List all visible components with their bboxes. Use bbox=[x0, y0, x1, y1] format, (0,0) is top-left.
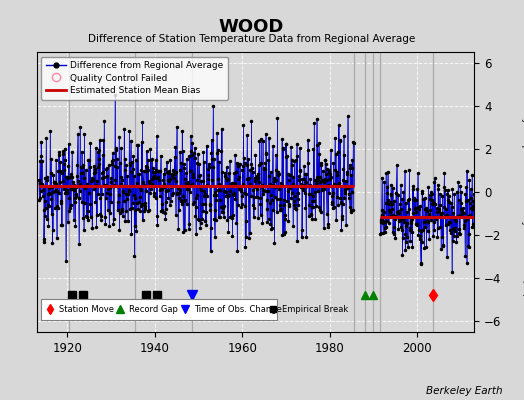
Text: Record Gap: Record Gap bbox=[128, 305, 178, 314]
Text: Time of Obs. Change: Time of Obs. Change bbox=[194, 305, 282, 314]
Text: Empirical Break: Empirical Break bbox=[282, 305, 348, 314]
Text: Berkeley Earth: Berkeley Earth bbox=[427, 386, 503, 396]
Y-axis label: Monthly Temperature Anomaly Difference (°C): Monthly Temperature Anomaly Difference (… bbox=[521, 87, 524, 297]
Text: Station Move: Station Move bbox=[59, 305, 114, 314]
FancyBboxPatch shape bbox=[41, 299, 277, 320]
Text: WOOD: WOOD bbox=[219, 18, 284, 36]
Text: Difference of Station Temperature Data from Regional Average: Difference of Station Temperature Data f… bbox=[88, 34, 415, 44]
Legend: Difference from Regional Average, Quality Control Failed, Estimated Station Mean: Difference from Regional Average, Qualit… bbox=[41, 56, 228, 100]
